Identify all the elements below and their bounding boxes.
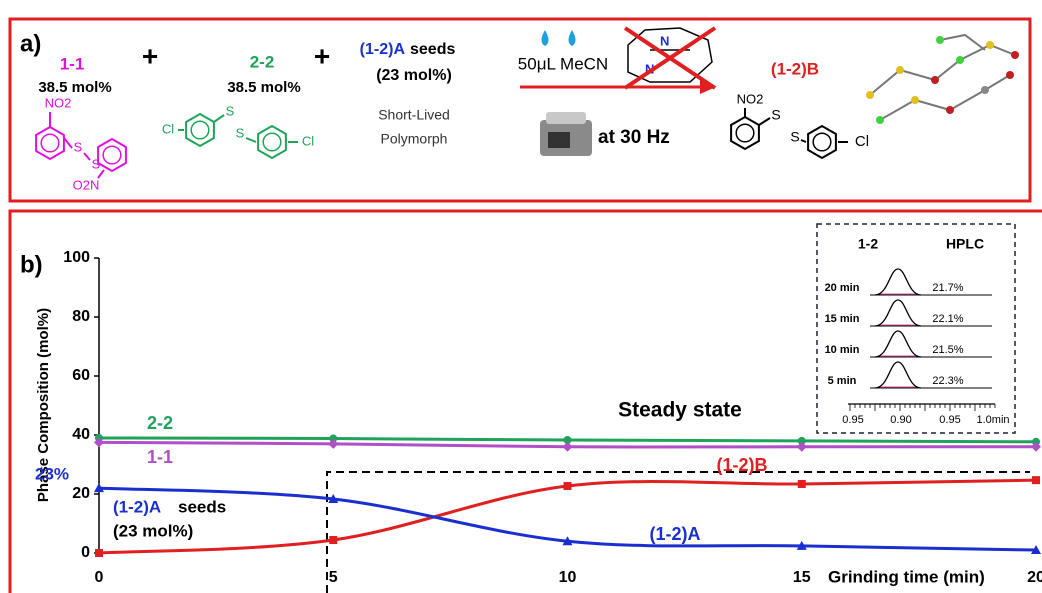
seed-word: seeds	[410, 41, 455, 58]
marker	[798, 480, 806, 488]
atom-label: Cl	[162, 121, 174, 136]
atom-label: N	[660, 33, 669, 48]
series-label: (1-2)A	[649, 524, 700, 544]
annotation: 23%	[35, 464, 69, 483]
inset-axis-label: 0.95	[939, 414, 960, 426]
ring-circle	[736, 124, 754, 142]
marker	[564, 482, 572, 490]
series-label: 2-2	[147, 413, 173, 433]
crystal-structure	[870, 35, 1015, 120]
benzene-ring	[36, 127, 64, 159]
marker	[329, 536, 337, 544]
annotation: (1-2)A	[113, 497, 161, 516]
solvent: 50μL MeCN	[518, 54, 608, 73]
bond	[246, 138, 256, 142]
ring-circle	[191, 121, 209, 139]
inset-purity: 21.7%	[932, 282, 963, 294]
figure: a) 1-1 38.5 mol% + 2-2 38.5 mol% + (1-2)…	[0, 0, 1042, 593]
inset-time: 10 min	[825, 344, 860, 356]
seed-note: Polymorph	[381, 131, 448, 147]
ring-circle	[103, 146, 121, 164]
inset-axis-label: 0.95	[842, 414, 863, 426]
bond	[801, 140, 806, 142]
reactant-name: 2-2	[250, 52, 275, 71]
seed-name: (1-2)A	[360, 41, 406, 58]
inset-axis-label: 1.0min	[976, 414, 1009, 426]
y-tick-label: 60	[72, 367, 90, 384]
x-tick-label: 0	[95, 569, 104, 586]
atom-label: S	[74, 139, 83, 154]
ring-circle	[813, 133, 831, 151]
atom-label: S	[790, 129, 799, 145]
reactant-amount: 38.5 mol%	[227, 79, 300, 96]
mill-icon	[548, 132, 570, 148]
reactant-amount: 38.5 mol%	[38, 79, 111, 96]
benzene-ring	[731, 117, 759, 149]
x-tick-label: 10	[559, 569, 577, 586]
bond	[84, 153, 90, 160]
droplet	[542, 30, 549, 46]
bond	[759, 118, 770, 125]
atom-label: Cl	[855, 133, 869, 150]
frequency: at 30 Hz	[598, 127, 670, 148]
atom-label: O2N	[73, 177, 100, 192]
marker	[563, 442, 573, 452]
inset-time: 5 min	[828, 375, 857, 387]
inset-frame	[817, 224, 1015, 433]
annotation: Steady state	[618, 399, 742, 422]
ring-circle	[263, 133, 281, 151]
panel-label: b)	[20, 251, 43, 278]
benzene-ring	[186, 114, 214, 146]
inset-purity: 22.1%	[932, 313, 963, 325]
ring-circle	[41, 134, 59, 152]
atom-label: S	[92, 156, 101, 171]
atom-label: NO2	[737, 91, 764, 106]
inset-axis-label: 0.90	[890, 414, 911, 426]
y-tick-label: 80	[72, 308, 90, 325]
seed-amount: (23 mol%)	[376, 67, 452, 84]
x-tick-label: 5	[329, 569, 338, 586]
plus: +	[142, 40, 158, 71]
marker	[95, 549, 103, 557]
page: { "scheme": { "label": "a)", "reactant1"…	[0, 0, 1042, 593]
atom-label: NO2	[45, 95, 72, 110]
series-label: (1-2)B	[716, 455, 767, 475]
product-name: (1-2)B	[771, 59, 819, 78]
marker	[1032, 476, 1040, 484]
inset-purity: 21.5%	[932, 344, 963, 356]
benzene-ring	[808, 126, 836, 158]
y-tick-label: 0	[81, 544, 90, 561]
inset-method: HPLC	[946, 236, 984, 252]
x-tick-label: 15	[793, 569, 811, 586]
atom-label: S	[226, 103, 235, 118]
atom-label: S	[771, 107, 780, 123]
plus: +	[314, 40, 330, 71]
seed-note: Short-Lived	[378, 107, 450, 123]
cross-out	[625, 28, 715, 88]
inset-purity: 22.3%	[932, 375, 963, 387]
bond	[214, 115, 224, 122]
y-tick-label: 100	[63, 249, 90, 266]
reactant-name: 1-1	[60, 54, 85, 73]
inset-compound: 1-2	[858, 236, 878, 252]
series-label: 1-1	[147, 447, 173, 467]
droplet	[569, 30, 576, 46]
inset-time: 15 min	[825, 313, 860, 325]
x-tick-label: 20	[1027, 569, 1042, 586]
panel-a-frame	[10, 19, 1030, 201]
annotation: (23 mol%)	[113, 521, 193, 540]
y-tick-label: 20	[72, 485, 90, 502]
atom-label: Cl	[302, 133, 314, 148]
benzene-ring	[258, 126, 286, 158]
y-tick-label: 40	[72, 426, 90, 443]
annotation: seeds	[178, 497, 226, 516]
bond	[64, 138, 72, 148]
x-axis-title: Grinding time (min)	[828, 567, 985, 586]
benzene-ring	[98, 139, 126, 171]
marker	[797, 442, 807, 452]
inset-time: 20 min	[825, 282, 860, 294]
mill-icon	[546, 112, 586, 124]
atom-label: S	[236, 125, 245, 140]
panel-label: a)	[20, 30, 41, 57]
